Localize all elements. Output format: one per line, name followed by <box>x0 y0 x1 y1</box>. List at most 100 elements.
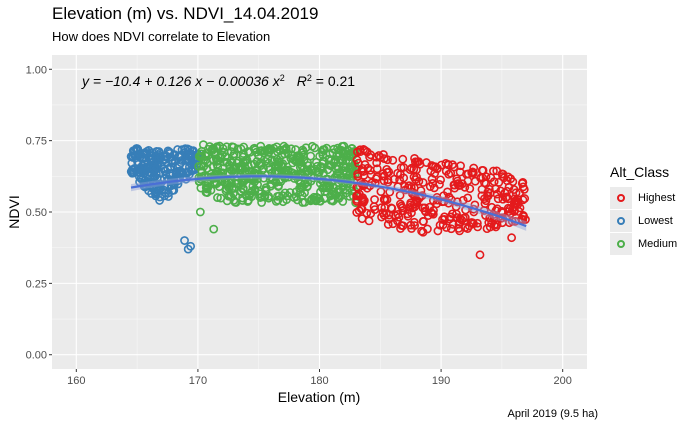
data-point <box>299 147 308 157</box>
data-point <box>433 226 443 236</box>
data-point <box>318 150 328 160</box>
data-point <box>365 152 374 162</box>
data-point <box>163 164 173 174</box>
data-point <box>379 150 388 159</box>
data-point <box>153 156 163 165</box>
data-point <box>398 154 408 164</box>
data-point <box>176 158 186 168</box>
data-point <box>518 195 528 205</box>
data-point <box>317 164 327 173</box>
legend-label: Lowest <box>638 215 673 227</box>
data-point <box>131 150 141 160</box>
data-point <box>183 151 193 161</box>
data-point <box>475 250 485 260</box>
data-point <box>520 194 530 203</box>
y-tick-label: 0.50 <box>26 207 47 219</box>
data-point <box>353 183 363 193</box>
data-point <box>180 236 189 245</box>
data-point <box>446 168 456 178</box>
data-point <box>491 206 501 216</box>
data-point <box>483 187 493 197</box>
data-point <box>341 156 351 166</box>
data-point <box>410 221 419 230</box>
data-point <box>463 169 473 179</box>
data-point <box>453 179 462 189</box>
data-point <box>396 170 405 179</box>
data-point <box>472 218 482 228</box>
data-point <box>352 195 362 204</box>
data-point <box>410 157 420 167</box>
chart-caption: April 2019 (9.5 ha) <box>507 408 599 420</box>
x-tick-label: 170 <box>189 375 207 387</box>
x-tick-label: 160 <box>67 375 85 387</box>
data-point <box>266 144 276 154</box>
data-point <box>309 192 319 202</box>
data-point <box>502 192 512 202</box>
data-point <box>396 199 405 209</box>
data-point <box>177 169 187 179</box>
data-point <box>469 163 479 173</box>
data-point <box>144 168 154 177</box>
data-point <box>372 164 382 174</box>
data-point <box>138 153 148 163</box>
data-point <box>418 178 428 187</box>
data-point <box>383 220 393 229</box>
data-point <box>213 193 222 202</box>
data-point <box>440 212 449 222</box>
data-point <box>502 186 512 196</box>
data-point <box>319 145 329 154</box>
data-point <box>322 183 332 193</box>
data-point <box>150 172 160 182</box>
data-point <box>199 161 209 171</box>
data-point <box>503 207 513 217</box>
data-point <box>296 182 306 192</box>
data-point <box>275 145 285 155</box>
data-point <box>507 233 517 243</box>
data-point <box>161 170 171 179</box>
data-point <box>393 210 403 219</box>
data-point <box>136 174 146 184</box>
data-point <box>221 186 231 196</box>
data-point <box>311 157 321 167</box>
data-point <box>127 168 137 178</box>
y-tick-label: 1.00 <box>26 64 47 76</box>
data-point <box>212 157 222 166</box>
data-point <box>259 164 268 173</box>
data-point <box>454 219 464 229</box>
data-point <box>271 178 281 187</box>
data-point <box>457 215 467 225</box>
data-point <box>273 191 282 201</box>
y-tick-label: 0.75 <box>26 136 47 148</box>
data-point <box>395 190 405 200</box>
data-point <box>480 194 489 204</box>
data-point <box>492 189 502 199</box>
legend-title: Alt_Class <box>610 164 670 180</box>
data-point <box>207 146 217 155</box>
data-point <box>481 196 491 206</box>
data-point <box>278 159 288 169</box>
data-point <box>446 212 455 222</box>
data-point <box>242 155 252 165</box>
data-point <box>183 244 193 254</box>
data-point <box>463 193 473 203</box>
data-point <box>367 178 377 188</box>
data-point <box>366 209 376 218</box>
fit-confidence-band <box>131 174 527 231</box>
equation-main: y = −10.4 + 0.126 x − 0.00036 x <box>81 73 281 89</box>
data-point <box>428 209 438 219</box>
data-point <box>288 158 298 168</box>
data-point <box>458 195 468 205</box>
data-point <box>229 195 239 205</box>
data-point <box>486 173 496 183</box>
legend-label: Highest <box>638 192 676 204</box>
data-point <box>310 143 320 153</box>
data-point <box>298 198 308 207</box>
data-point <box>245 147 255 157</box>
data-point <box>238 184 248 193</box>
data-point <box>229 151 238 161</box>
legend-item-medium: Medium <box>610 233 677 255</box>
data-point <box>127 158 137 168</box>
data-point <box>376 187 386 196</box>
data-point <box>384 167 394 177</box>
data-point <box>506 174 516 184</box>
